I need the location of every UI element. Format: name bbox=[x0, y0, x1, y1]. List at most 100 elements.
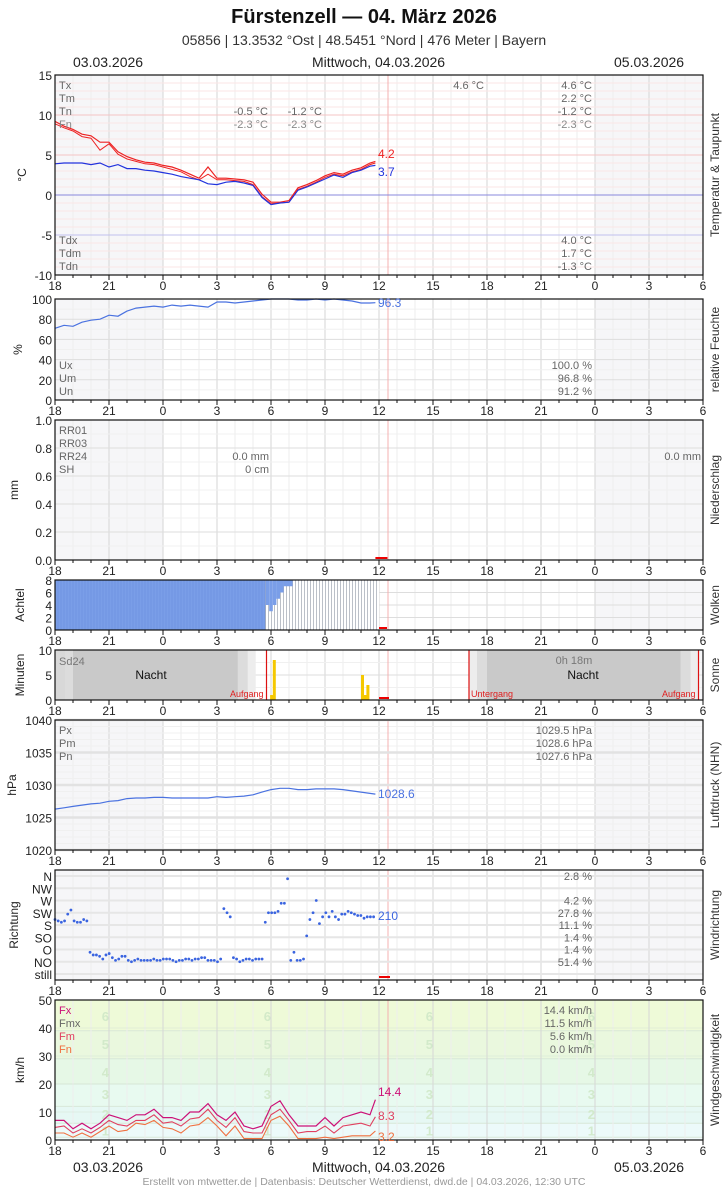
wind-direction-point bbox=[333, 915, 337, 919]
last-humidity-value: 96.3 bbox=[378, 296, 402, 310]
humidity-chart: 18 21 0 3 6 9 12 15 18 21 0 3 6 100 80 60 40 20 0% relative… bbox=[11, 293, 722, 418]
beaufort-label: 3 bbox=[588, 1087, 595, 1102]
wind-direction-point bbox=[282, 901, 286, 905]
wind-direction-point bbox=[174, 960, 178, 964]
direction-label: still bbox=[35, 968, 52, 982]
date-center-bottom: Mittwoch, 04.03.2026 bbox=[312, 1159, 446, 1175]
stat-label: 11.5 km/h bbox=[545, 1018, 593, 1030]
x-tick-label: 3 bbox=[214, 404, 221, 418]
y-tick-label: 80 bbox=[39, 313, 53, 327]
wind-direction-point bbox=[168, 957, 172, 961]
wind-direction-point bbox=[228, 915, 232, 919]
y-tick-label: 20 bbox=[39, 1078, 53, 1092]
stat-label: 91.2 % bbox=[558, 386, 592, 398]
x-tick-label: 21 bbox=[102, 564, 116, 578]
x-tick-label: 3 bbox=[214, 564, 221, 578]
x-tick-label: 6 bbox=[700, 984, 707, 998]
x-tick-label: 21 bbox=[102, 854, 116, 868]
y-tick-label: 60 bbox=[39, 333, 53, 347]
x-tick-label: 0 bbox=[160, 704, 167, 718]
stat-label: 27.8 % bbox=[558, 908, 592, 920]
last-fn-value: 3.2 bbox=[378, 1130, 395, 1144]
beaufort-label: 4 bbox=[264, 1065, 272, 1080]
beaufort-label: 2 bbox=[102, 1107, 109, 1122]
x-tick-label: 18 bbox=[48, 404, 62, 418]
stat-label: Un bbox=[59, 386, 73, 398]
date-center: Mittwoch, 04.03.2026 bbox=[312, 54, 446, 70]
stat-label: 1.7 °C bbox=[561, 248, 592, 260]
direction-label: SO bbox=[35, 931, 52, 945]
stat-label: Tx bbox=[59, 80, 72, 92]
wind-direction-point bbox=[241, 958, 245, 962]
wind-direction-point bbox=[152, 957, 156, 961]
pressure-line bbox=[54, 787, 376, 810]
sunset-label: Untergang bbox=[471, 689, 513, 699]
sunshine-bar bbox=[270, 695, 274, 700]
x-tick-label: 6 bbox=[268, 404, 275, 418]
wind-direction-point bbox=[244, 957, 248, 961]
x-tick-label: 0 bbox=[160, 984, 167, 998]
panel-title: Sonne bbox=[708, 657, 722, 692]
sunshine-bar bbox=[363, 695, 367, 700]
stat-label: 2.2 °C bbox=[561, 93, 592, 105]
stat-label: 100.0 % bbox=[552, 360, 593, 372]
x-tick-label: 3 bbox=[646, 704, 653, 718]
x-tick-label: 3 bbox=[646, 404, 653, 418]
sunshine-total: 0h 18m bbox=[556, 655, 593, 667]
wind-direction-point bbox=[181, 958, 184, 962]
x-tick-label: 21 bbox=[534, 279, 548, 293]
x-tick-label: 18 bbox=[48, 984, 62, 998]
stat-label: -2.3 °C bbox=[288, 119, 322, 131]
wind-direction-point bbox=[91, 953, 95, 957]
date-right: 05.03.2026 bbox=[614, 54, 685, 70]
panel-title: Luftdruck (NHN) bbox=[708, 742, 722, 829]
wind-direction-point bbox=[165, 957, 168, 961]
wind-direction-point bbox=[222, 907, 226, 911]
wind-direction-point bbox=[295, 958, 299, 962]
x-tick-label: 12 bbox=[372, 634, 386, 648]
stat-label: 0.0 mm bbox=[232, 451, 269, 463]
y-tick-label: 6 bbox=[45, 587, 52, 601]
x-tick-label: 3 bbox=[646, 984, 653, 998]
x-tick-label: 9 bbox=[322, 279, 329, 293]
y-tick-label: 50 bbox=[39, 994, 53, 1008]
wind-direction-point bbox=[365, 915, 369, 919]
y-tick-label: 30 bbox=[39, 1050, 53, 1064]
stat-label: Fn bbox=[59, 119, 72, 131]
wind-direction-point bbox=[101, 957, 105, 961]
x-tick-label: 15 bbox=[426, 854, 440, 868]
panel-title: Windgeschwindigkeit bbox=[708, 1013, 722, 1126]
dewpoint-line bbox=[54, 162, 376, 206]
last-fm-value: 8.3 bbox=[378, 1109, 395, 1123]
temp-line bbox=[54, 120, 376, 203]
panel-title: Temperatur & Taupunkt bbox=[708, 112, 722, 237]
stat-label: 2.8 % bbox=[564, 871, 592, 883]
beaufort-label: 5 bbox=[264, 1037, 271, 1052]
x-tick-label: 21 bbox=[534, 854, 548, 868]
wind-direction-point bbox=[117, 957, 121, 961]
y-tick-label: 0.4 bbox=[35, 498, 52, 512]
x-tick-label: 3 bbox=[214, 279, 221, 293]
y-tick-label: 0.6 bbox=[35, 470, 52, 484]
beaufort-label: 4 bbox=[102, 1065, 110, 1080]
last-temp-value: 4.2 bbox=[378, 147, 395, 161]
wind-direction-point bbox=[372, 915, 375, 919]
stat-label: 5.6 km/h bbox=[550, 1031, 592, 1043]
wind-direction-point bbox=[305, 934, 309, 938]
y-tick-label: 2 bbox=[45, 612, 52, 626]
wind-direction-point bbox=[321, 915, 325, 919]
x-tick-label: 15 bbox=[426, 634, 440, 648]
wind-direction-point bbox=[177, 958, 181, 962]
wind-direction-point bbox=[263, 920, 267, 924]
wind-direction-point bbox=[362, 916, 366, 920]
stat-label: 0.0 km/h bbox=[550, 1044, 592, 1056]
wind-direction-point bbox=[209, 958, 213, 962]
wind-direction-point bbox=[206, 958, 210, 962]
x-tick-label: 21 bbox=[534, 634, 548, 648]
x-tick-label: 18 bbox=[480, 704, 494, 718]
y-tick-label: 0 bbox=[45, 694, 52, 708]
last-direction-value: 210 bbox=[378, 909, 398, 923]
wind-direction-point bbox=[88, 950, 92, 954]
